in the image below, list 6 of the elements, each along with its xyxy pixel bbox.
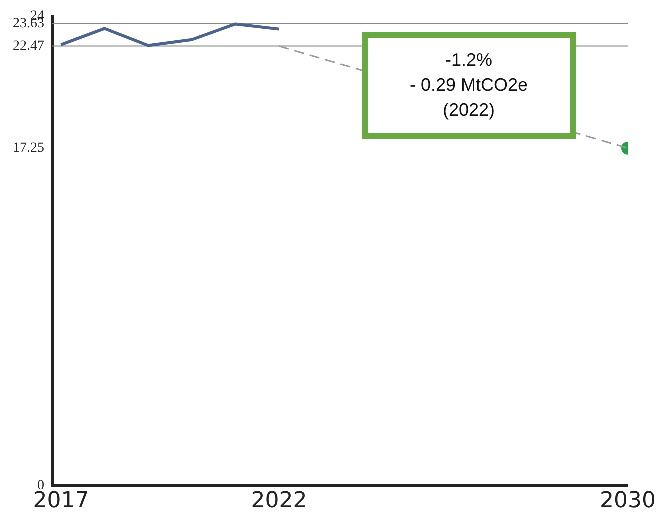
y-tick-label: 22.47: [13, 38, 44, 54]
y-tick-label: 17.25: [13, 141, 44, 156]
x-tick-label: 2017: [33, 488, 90, 514]
x-tick-label: 2030: [600, 488, 656, 514]
x-tick-label: 2022: [251, 488, 308, 514]
note-box: -1.2% - 0.29 MtCO2e (2022): [362, 32, 576, 139]
